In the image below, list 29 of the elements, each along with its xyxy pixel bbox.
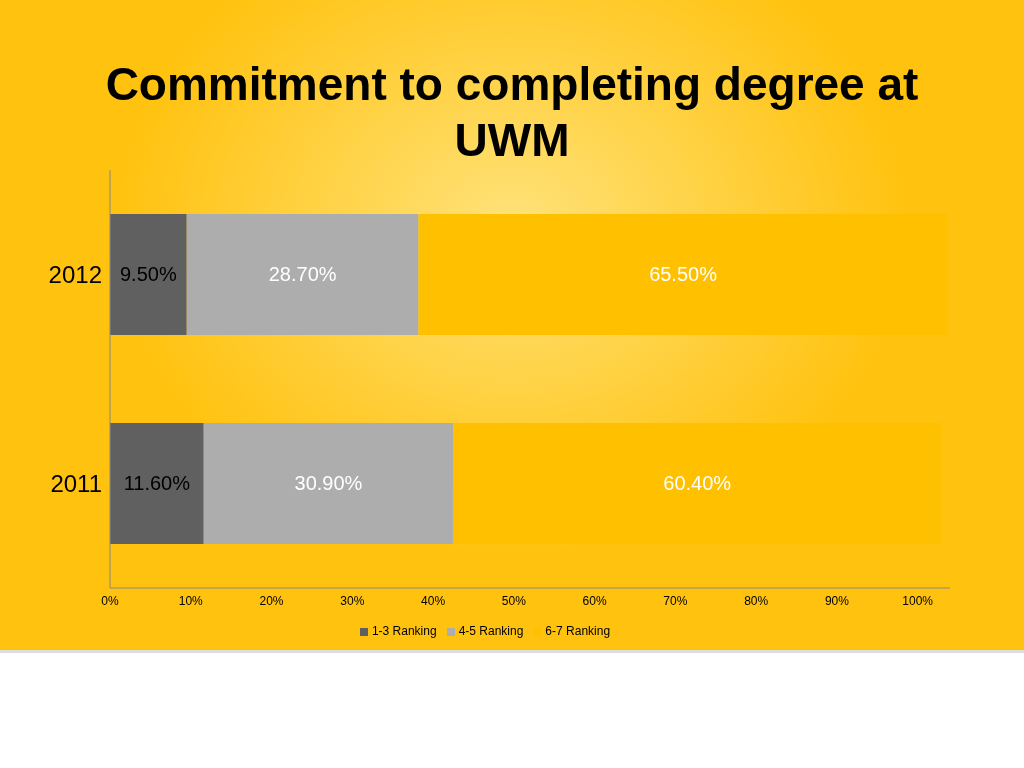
x-tick-label: 90% bbox=[824, 593, 850, 608]
data-label: 65.50% bbox=[649, 263, 718, 286]
legend-label: 6-7 Ranking bbox=[545, 624, 611, 638]
bar bbox=[203, 422, 454, 544]
bar bbox=[110, 422, 204, 544]
x-tick-label: 100% bbox=[902, 593, 934, 608]
data-label: 28.70% bbox=[268, 263, 337, 286]
x-tick-label: 10% bbox=[178, 593, 204, 608]
data-label: 30.90% bbox=[294, 472, 363, 495]
legend-label: 1-3 Ranking bbox=[371, 624, 437, 638]
x-tick-label: 60% bbox=[582, 593, 607, 608]
x-tick-label: 20% bbox=[259, 593, 284, 608]
x-tick-label: 80% bbox=[744, 593, 769, 608]
y-tick-label: 2012 bbox=[48, 261, 102, 289]
data-label: 9.50% bbox=[120, 263, 177, 286]
x-tick-label: 40% bbox=[421, 593, 446, 608]
x-tick-label: 30% bbox=[340, 593, 365, 608]
x-tick-label: 0% bbox=[101, 593, 119, 608]
bar bbox=[110, 213, 187, 335]
y-tick-label: 2011 bbox=[50, 470, 102, 498]
x-tick-label: 70% bbox=[663, 593, 688, 608]
legend-label: 4-5 Ranking bbox=[458, 624, 524, 638]
chart-title: Commitment to completing degree at UWM bbox=[104, 57, 920, 168]
bar bbox=[186, 213, 419, 335]
bar bbox=[453, 422, 942, 544]
data-label: 11.60% bbox=[123, 472, 191, 495]
x-tick-label: 50% bbox=[501, 593, 527, 608]
data-label: 60.40% bbox=[663, 472, 732, 495]
bar bbox=[418, 213, 948, 335]
